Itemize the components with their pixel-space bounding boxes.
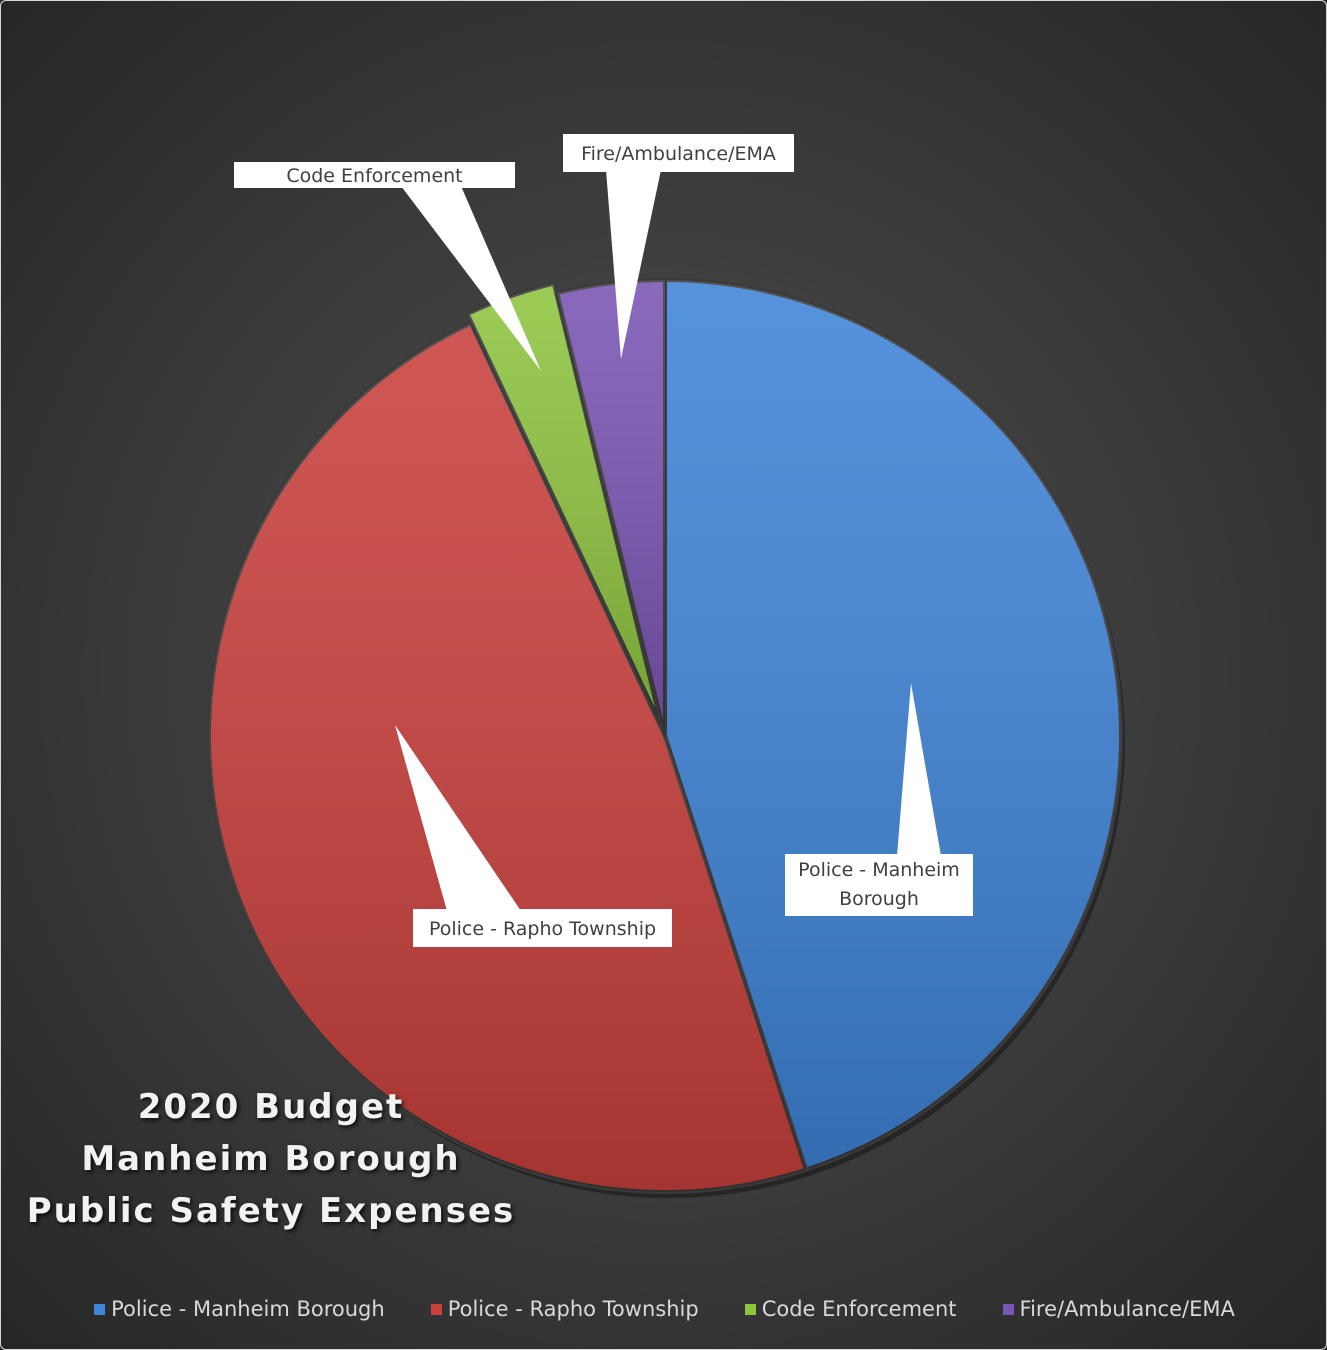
pie-slice-shading <box>467 283 662 727</box>
data-label-callout: Code Enforcement <box>234 162 541 371</box>
data-label-text: Police - Rapho Township <box>429 918 656 940</box>
data-label-callout: Fire/Ambulance/EMA <box>563 134 794 359</box>
pie-slice <box>663 278 1123 1172</box>
legend-label: Code Enforcement <box>761 1297 957 1321</box>
legend-label: Fire/Ambulance/EMA <box>1019 1297 1235 1321</box>
legend-item: Code Enforcement <box>744 1297 957 1321</box>
legend-item: Fire/Ambulance/EMA <box>1002 1297 1235 1321</box>
chart-title-line: Public Safety Expenses <box>26 1191 516 1231</box>
pie-slice-shading <box>557 280 665 736</box>
legend-swatch <box>1002 1303 1014 1315</box>
data-label-callout: Police - Manheim Borough <box>785 683 973 916</box>
pie-slice-shading <box>665 280 1121 1170</box>
pie-slice-shading <box>208 323 806 1192</box>
data-label-pointer <box>401 186 541 371</box>
data-label-box <box>785 854 973 916</box>
legend-label: Police - Manheim Borough <box>111 1297 385 1321</box>
pie-slice <box>555 278 667 738</box>
legend-swatch <box>744 1303 756 1315</box>
pie-slice <box>465 281 664 729</box>
data-label-pointer <box>897 683 941 856</box>
data-label-text: Fire/Ambulance/EMA <box>581 143 776 165</box>
data-label-callout: Police - Rapho Township <box>395 725 672 947</box>
data-label-pointer <box>606 170 661 359</box>
data-label-text: Police - Manheim Borough <box>798 859 960 910</box>
legend-swatch <box>94 1303 106 1315</box>
chart-title-line: Manheim Borough <box>81 1139 461 1179</box>
data-label-box <box>234 162 515 188</box>
chart-title: 2020 Budget Manheim Borough Public Safet… <box>21 1081 521 1237</box>
legend-item: Police - Manheim Borough <box>94 1297 385 1321</box>
legend-swatch <box>430 1303 442 1315</box>
chart-legend: Police - Manheim Borough Police - Rapho … <box>1 1297 1326 1321</box>
legend-item: Police - Rapho Township <box>430 1297 699 1321</box>
pie-slice <box>207 321 808 1194</box>
data-label-text: Code Enforcement <box>286 165 462 187</box>
legend-label: Police - Rapho Township <box>447 1297 699 1321</box>
data-label-pointer <box>395 725 521 911</box>
data-label-box <box>413 909 672 947</box>
chart-title-line: 2020 Budget <box>137 1087 405 1127</box>
data-label-box <box>563 134 794 172</box>
